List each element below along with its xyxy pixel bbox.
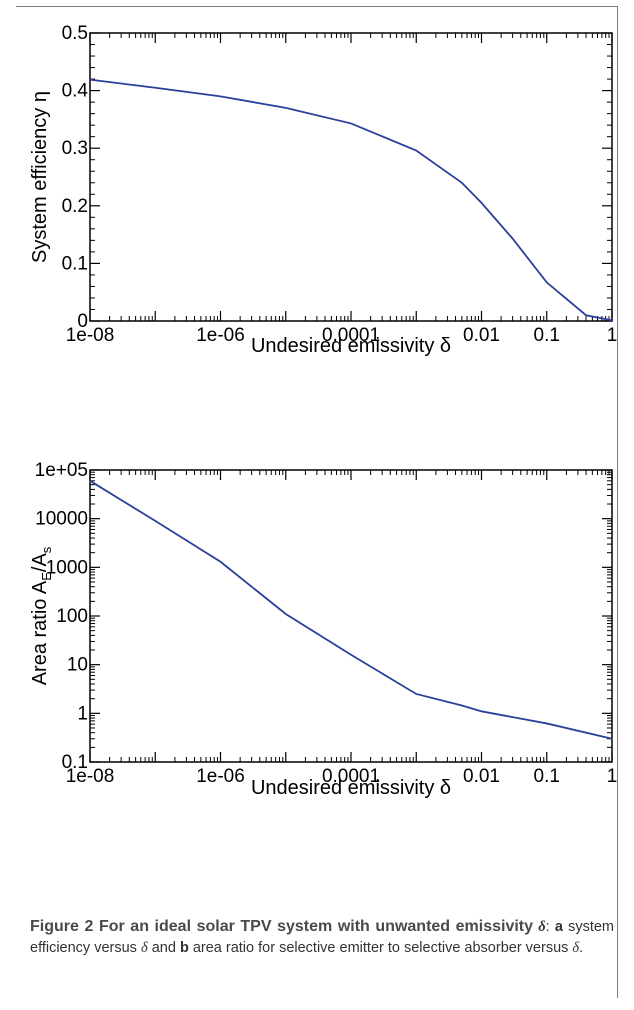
y-tick-label: 10000 (35, 509, 88, 530)
efficiency-chart: 1e-08 1e-06 0.0001 0.01 0.1 1 0 0.1 0.2 0.3 0.4 0.… (29, 23, 618, 357)
y-tick-label: 0.1 (62, 253, 88, 274)
x-tick-label: 1e-08 (66, 325, 115, 346)
y-tick-label: 0.4 (62, 81, 89, 102)
y-tick-label: 0.5 (62, 23, 88, 44)
y-tick-label: 0 (77, 311, 88, 332)
y-axis-title-sub-s: s (39, 546, 54, 553)
x-tick-label: 0.01 (463, 325, 500, 346)
caption-delta: δ (538, 919, 546, 935)
y-axis-title: Area ratio AE/As (29, 546, 54, 685)
area-ratio-series-line (89, 480, 613, 740)
y-axis-title-mid: /A (29, 553, 51, 573)
x-tick-label: 0.0001 (322, 325, 380, 346)
figure-caption: Figure 2 For an ideal solar TPV system w… (30, 916, 614, 959)
x-axis-title: Undesired emissivity δ (251, 777, 451, 799)
x-axis-title: Undesired emissivity δ (251, 335, 451, 357)
caption-delta-b: δ (572, 940, 580, 956)
y-tick-label: 1e+05 (35, 460, 88, 481)
x-tick-label: 1e-06 (196, 325, 245, 346)
caption-delta-a: δ (140, 940, 148, 956)
caption-end: . (579, 940, 584, 956)
y-axis-title-main: Area ratio A (29, 580, 51, 685)
efficiency-series-line (89, 78, 613, 322)
caption-head: Figure 2 For an ideal solar TPV system w… (30, 918, 534, 935)
x-tick-label: 1 (607, 325, 618, 346)
caption-label-a: a (554, 919, 563, 935)
caption-part-b: area ratio for selective emitter to sele… (188, 940, 573, 956)
x-tick-label: 1 (607, 766, 618, 787)
y-tick-label: 0.1 (62, 752, 88, 773)
y-tick-label: 1000 (46, 557, 88, 578)
x-tick-label: 0.01 (463, 766, 500, 787)
x-tick-label: 0.1 (534, 766, 560, 787)
caption-label-b: b (179, 940, 189, 956)
caption-part-a: system efficiency versus (30, 919, 615, 956)
area-ratio-chart: 1e-08 1e-06 0.0001 0.01 0.1 1 0.1 1 10 100 1000 10… (29, 460, 618, 799)
caption-and: and (147, 940, 180, 956)
y-tick-label: 0.2 (62, 196, 88, 217)
figure-frame (16, 6, 618, 998)
x-tick-label: 1e-06 (196, 766, 245, 787)
y-axis-title-sub-e: E (39, 572, 54, 581)
y-tick-label: 1 (77, 703, 88, 724)
x-tick-label: 0.1 (534, 325, 560, 346)
plot-area-frame (89, 469, 613, 763)
x-tick-label: 1e-08 (66, 766, 115, 787)
plot-area-frame (89, 32, 613, 322)
y-axis-title: System efficiency η (29, 91, 51, 263)
y-tick-label: 0.3 (62, 138, 88, 159)
caption-colon: : (545, 919, 550, 935)
x-tick-label: 0.0001 (322, 766, 380, 787)
y-tick-label: 10 (67, 655, 88, 676)
y-tick-label: 100 (56, 606, 88, 627)
